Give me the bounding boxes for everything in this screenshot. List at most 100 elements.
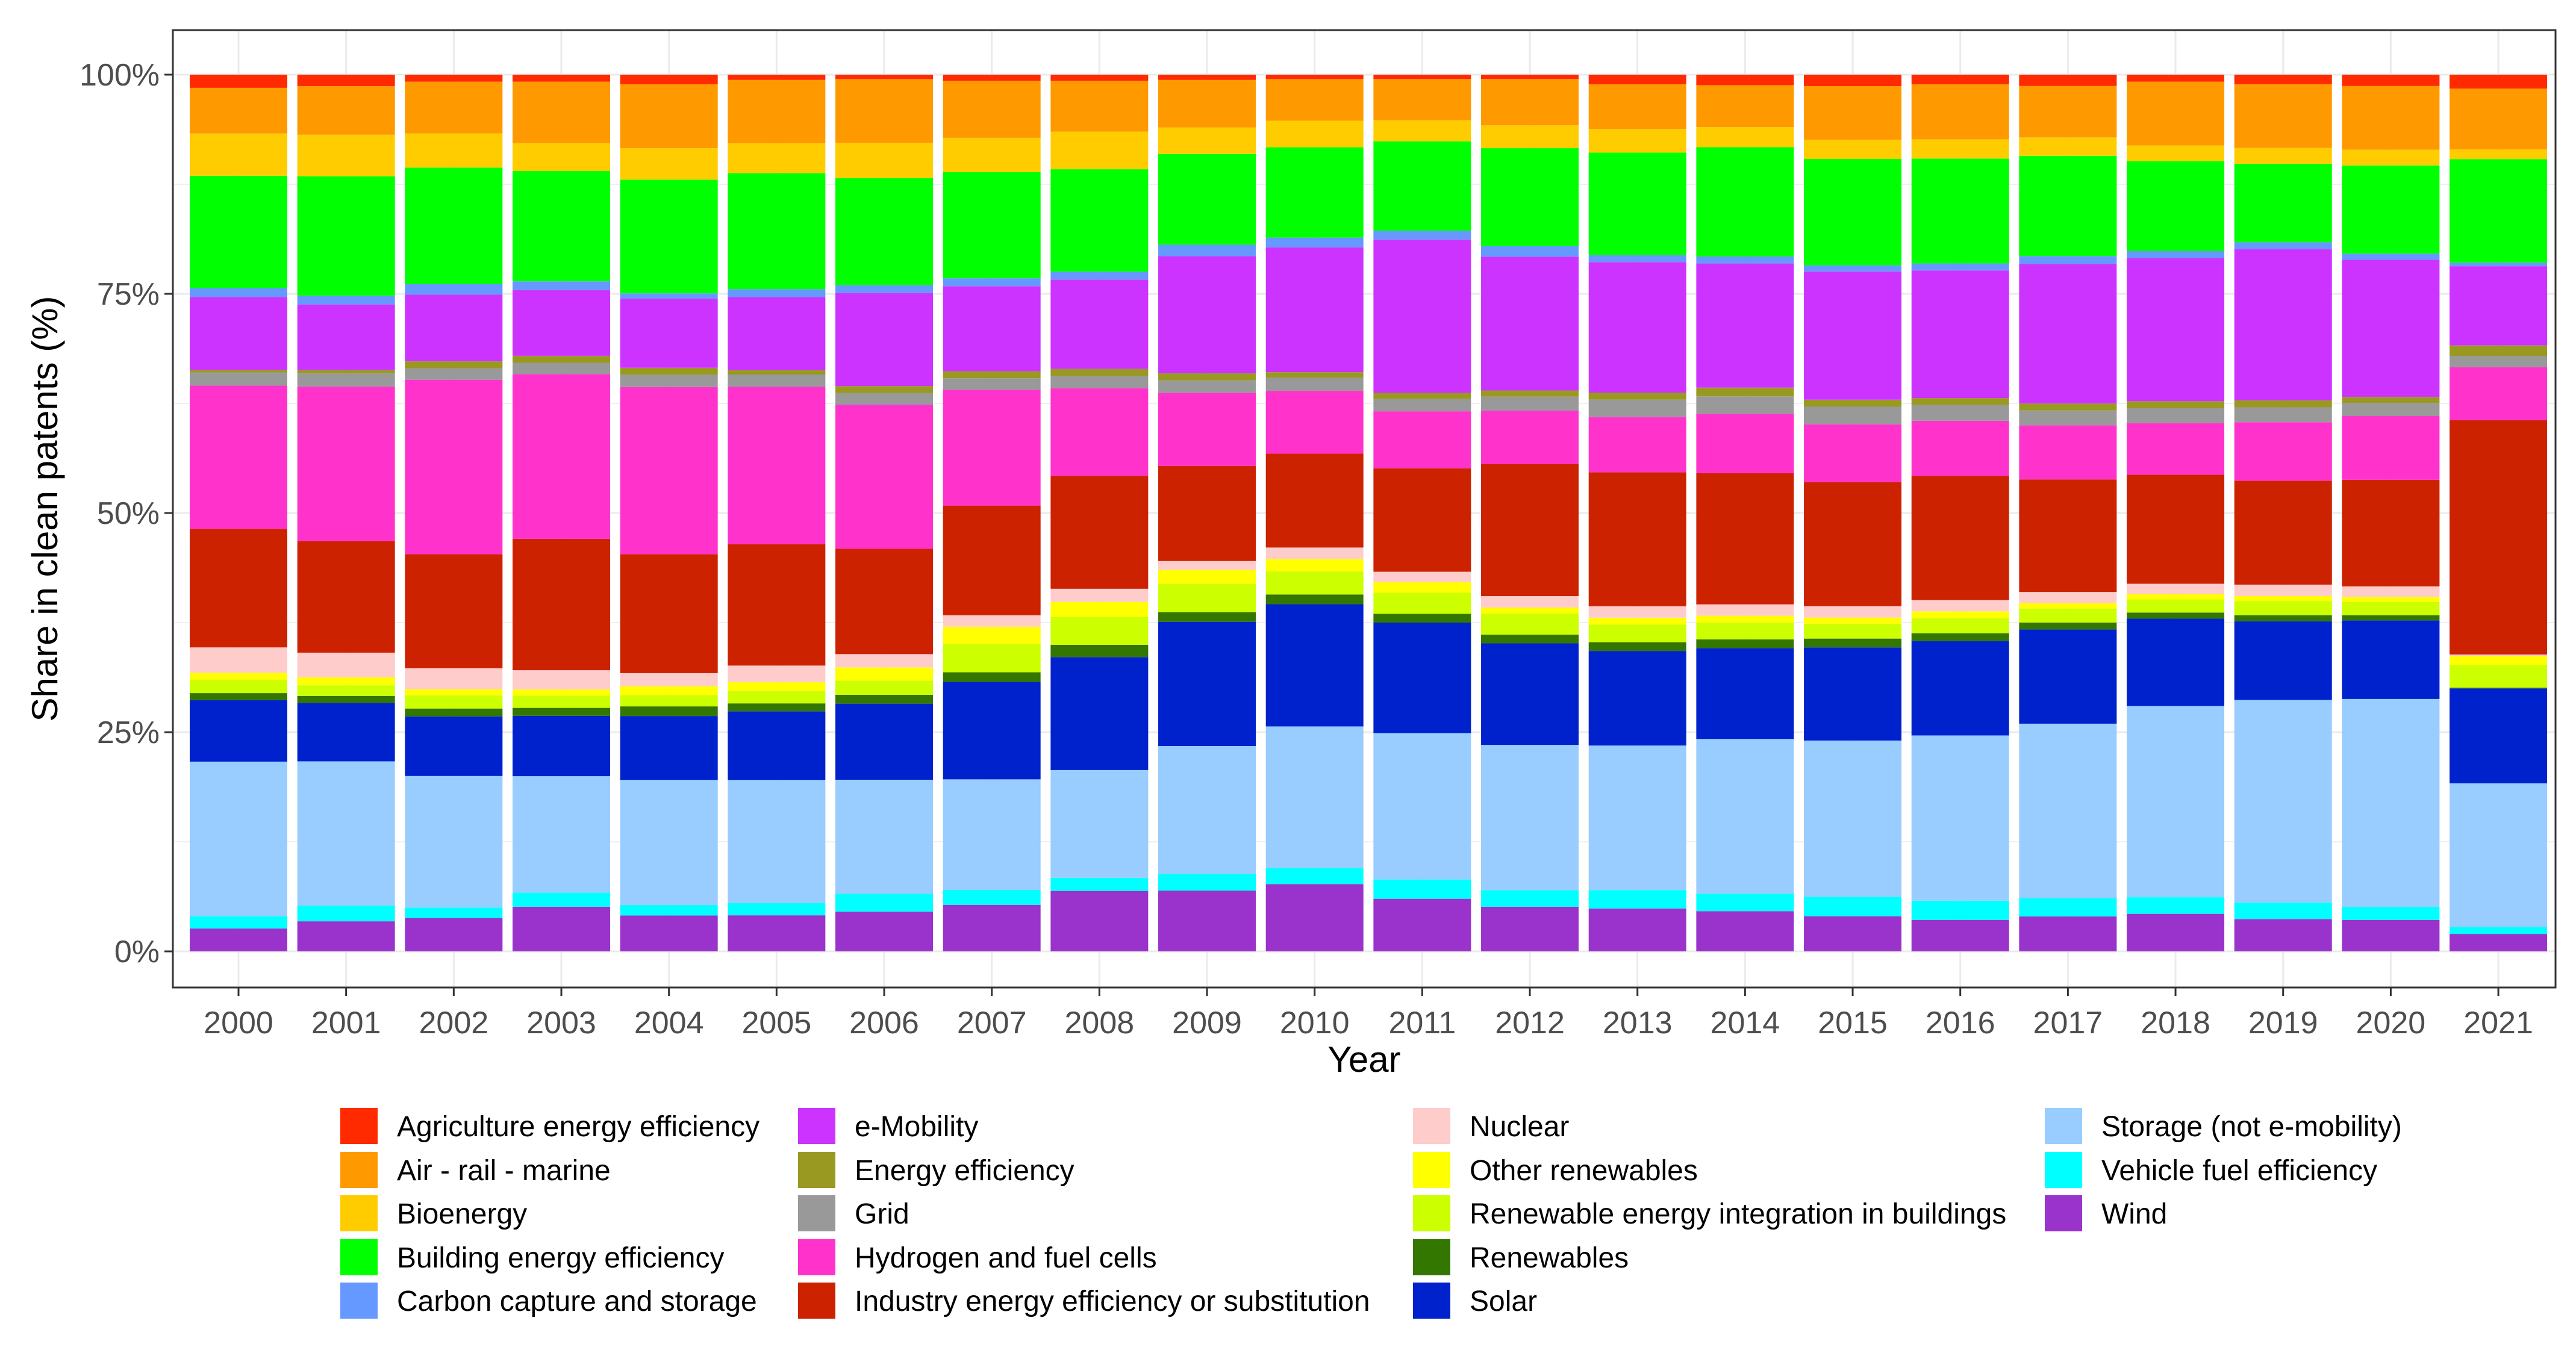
bar-segment-2001-bioenergy	[297, 134, 395, 176]
bar-segment-2001-storage-not-e-mobility-	[297, 761, 395, 906]
bar-segment-2013-nuclear	[1588, 606, 1686, 618]
bar-segment-2017-grid	[2019, 410, 2117, 426]
bar-segment-2013-solar	[1588, 651, 1686, 746]
bar-segment-2001-vehicle-fuel-efficiency	[297, 905, 395, 922]
bar-segment-2018-industry-energy-efficiency-or-substitution	[2127, 474, 2225, 584]
bar-segment-2009-renewable-energy-integration-in-buildings	[1158, 583, 1256, 612]
bar-segment-2018-wind	[2127, 913, 2225, 951]
legend-item-industry-energy-efficiency-or-substitution: Industry energy efficiency or substituti…	[798, 1283, 1370, 1319]
legend-item-other-renewables: Other renewables	[1413, 1152, 1698, 1188]
bar-segment-2008-bioenergy	[1050, 131, 1149, 170]
bar-segment-2020-energy-efficiency	[2342, 397, 2440, 403]
bar-segment-2001-e-mobility	[297, 304, 395, 370]
bar-segment-2019-building-energy-efficiency	[2234, 163, 2332, 243]
bar-segment-2015-air-rail-marine	[1804, 86, 1902, 140]
legend-item-agriculture-energy-efficiency: Agriculture energy efficiency	[340, 1108, 759, 1144]
bar-segment-2010-bioenergy	[1265, 120, 1364, 148]
bar-segment-2010-agriculture-energy-efficiency	[1265, 75, 1364, 79]
legend-label: Energy efficiency	[855, 1155, 1074, 1187]
bar-segment-2004-bioenergy	[620, 148, 718, 180]
bar-segment-2012-vehicle-fuel-efficiency	[1481, 890, 1579, 907]
bar-segment-2000-carbon-capture-and-storage	[190, 288, 287, 297]
y-tick-label: 100%	[80, 58, 160, 93]
bar-segment-2006-agriculture-energy-efficiency	[835, 75, 934, 79]
bar-segment-2004-carbon-capture-and-storage	[620, 293, 718, 299]
bar-segment-2005-hydrogen-and-fuel-cells	[728, 387, 826, 544]
legend-item-vehicle-fuel-efficiency: Vehicle fuel efficiency	[2045, 1152, 2377, 1188]
bar-segment-2011-wind	[1373, 898, 1471, 951]
bar-segment-2011-storage-not-e-mobility-	[1373, 733, 1471, 880]
bar-segment-2012-e-mobility	[1481, 257, 1579, 391]
bar-segment-2014-carbon-capture-and-storage	[1696, 256, 1794, 264]
legend-label: Solar	[1470, 1286, 1537, 1317]
bar-segment-2014-storage-not-e-mobility-	[1696, 739, 1794, 894]
legend-label: Carbon capture and storage	[397, 1286, 757, 1317]
bar-segment-2000-wind	[190, 928, 287, 951]
bar-segment-2016-vehicle-fuel-efficiency	[1911, 900, 2009, 920]
bar-segment-2000-hydrogen-and-fuel-cells	[190, 385, 287, 529]
bar-segment-2011-vehicle-fuel-efficiency	[1373, 879, 1471, 899]
bar-segment-2019-vehicle-fuel-efficiency	[2234, 902, 2332, 919]
bar-segment-2018-hydrogen-and-fuel-cells	[2127, 423, 2225, 475]
x-tick-label-2016: 2016	[1926, 1006, 1995, 1040]
bar-segment-2015-building-energy-efficiency	[1804, 159, 1902, 266]
bar-segment-2008-renewables	[1050, 644, 1149, 658]
bar-segment-2005-nuclear	[728, 665, 826, 683]
bar-segment-2016-industry-energy-efficiency-or-substitution	[1911, 476, 2009, 600]
bar-segment-2019-agriculture-energy-efficiency	[2234, 75, 2332, 84]
bar-segment-2019-solar	[2234, 621, 2332, 700]
bar-segment-2007-storage-not-e-mobility-	[943, 779, 1041, 890]
bar-segment-2006-renewables	[835, 694, 934, 704]
bar-segment-2016-bioenergy	[1911, 139, 2009, 159]
legend-label: Storage (not e-mobility)	[2101, 1111, 2402, 1143]
legend-item-wind: Wind	[2045, 1195, 2167, 1231]
legend-label: Vehicle fuel efficiency	[2101, 1155, 2377, 1187]
bar-segment-2017-wind	[2019, 916, 2117, 951]
bar-segment-2021-storage-not-e-mobility-	[2450, 783, 2548, 927]
bar-segment-2001-other-renewables	[297, 677, 395, 686]
x-tick-label-2019: 2019	[2248, 1006, 2318, 1040]
bar-segment-2017-e-mobility	[2019, 264, 2117, 404]
bar-segment-2008-hydrogen-and-fuel-cells	[1050, 388, 1149, 476]
bar-segment-2011-carbon-capture-and-storage	[1373, 231, 1471, 240]
bar-segment-2013-other-renewables	[1588, 617, 1686, 625]
bar-segment-2006-other-renewables	[835, 667, 934, 681]
bar-segment-2016-air-rail-marine	[1911, 84, 2009, 140]
bar-segment-2016-wind	[1911, 919, 2009, 951]
bar-segment-2001-renewable-energy-integration-in-buildings	[297, 685, 395, 696]
bar-segment-2018-nuclear	[2127, 583, 2225, 594]
bar-segment-2010-vehicle-fuel-efficiency	[1265, 868, 1364, 885]
bar-segment-2005-storage-not-e-mobility-	[728, 780, 826, 903]
bar-segment-2010-other-renewables	[1265, 559, 1364, 572]
bar-segment-2010-storage-not-e-mobility-	[1265, 726, 1364, 868]
bar-segment-2021-bioenergy	[2450, 149, 2548, 160]
bar-segment-2012-storage-not-e-mobility-	[1481, 745, 1579, 891]
bar-segment-2008-renewable-energy-integration-in-buildings	[1050, 617, 1149, 645]
bar-segment-2001-wind	[297, 921, 395, 951]
legend-item-nuclear: Nuclear	[1413, 1108, 1569, 1144]
x-tick-label-2005: 2005	[742, 1006, 812, 1040]
bar-segment-2019-carbon-capture-and-storage	[2234, 242, 2332, 250]
bar-segment-2010-air-rail-marine	[1265, 79, 1364, 121]
bar-segment-2015-hydrogen-and-fuel-cells	[1804, 424, 1902, 482]
bar-segment-2010-carbon-capture-and-storage	[1265, 237, 1364, 247]
bar-segment-2015-renewable-energy-integration-in-buildings	[1804, 623, 1902, 639]
bar-segment-2008-nuclear	[1050, 588, 1149, 602]
legend-label: Industry energy efficiency or substituti…	[855, 1286, 1370, 1317]
bar-segment-2016-solar	[1911, 641, 2009, 736]
legend-label: Grid	[855, 1198, 909, 1230]
legend-label: Nuclear	[1470, 1111, 1569, 1143]
bar-segment-2005-building-energy-efficiency	[728, 173, 826, 290]
bar-segment-2000-vehicle-fuel-efficiency	[190, 916, 287, 929]
bar-segment-2007-renewable-energy-integration-in-buildings	[943, 644, 1041, 673]
bar-segment-2010-building-energy-efficiency	[1265, 147, 1364, 238]
x-tick-label-2008: 2008	[1065, 1006, 1135, 1040]
bar-segment-2007-industry-energy-efficiency-or-substitution	[943, 505, 1041, 615]
legend-item-air-rail-marine: Air - rail - marine	[340, 1152, 611, 1188]
x-tick-label-2006: 2006	[849, 1006, 919, 1040]
bar-segment-2014-wind	[1696, 911, 1794, 951]
bar-segment-2006-nuclear	[835, 654, 934, 668]
legend-swatch	[1413, 1283, 1450, 1319]
bar-segment-2015-nuclear	[1804, 606, 1902, 618]
bar-segment-2013-e-mobility	[1588, 262, 1686, 393]
